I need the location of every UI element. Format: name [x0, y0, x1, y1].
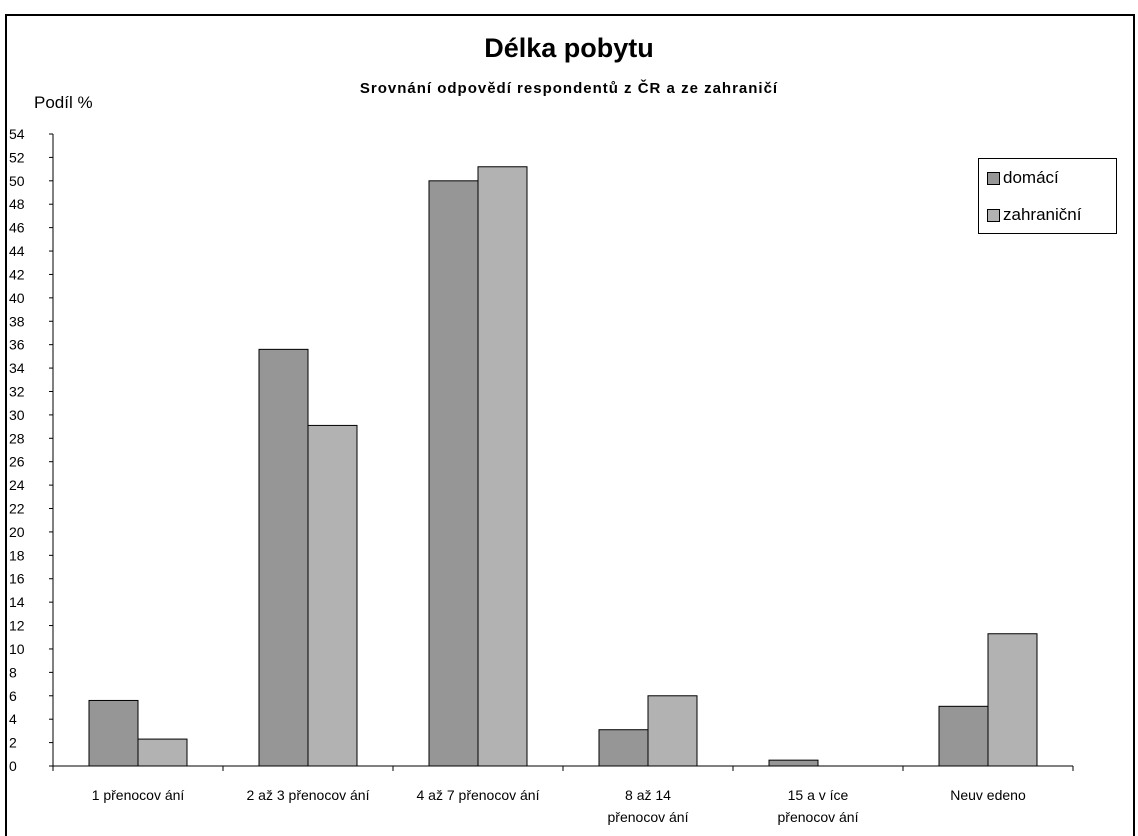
- bar-domaci: [258, 348, 309, 767]
- y-tick-label: 2: [9, 735, 17, 751]
- y-tick-label: 40: [9, 290, 25, 306]
- x-tick-label: 15 a v íce: [788, 787, 849, 803]
- y-tick-label: 6: [9, 688, 17, 704]
- bar-zahranicni: [477, 166, 528, 767]
- y-axis-label: Podíl %: [34, 93, 93, 112]
- y-tick-label: 4: [9, 711, 17, 727]
- y-tick-label: 36: [9, 337, 25, 353]
- y-tick-label: 32: [9, 383, 25, 399]
- y-tick-label: 24: [9, 477, 25, 493]
- bar-zahranicni: [647, 695, 698, 767]
- x-tick-label: 8 až 14: [625, 787, 671, 803]
- y-tick-label: 28: [9, 430, 25, 446]
- chart-legend: domácí zahraniční: [978, 158, 1117, 234]
- chart-title: Délka pobytu: [484, 33, 654, 63]
- legend-label-domaci: domácí: [1003, 168, 1059, 187]
- legend-item-domaci: domácí: [987, 167, 1059, 189]
- bar-domaci: [598, 729, 649, 767]
- y-tick-label: 30: [9, 407, 25, 423]
- y-tick-label: 12: [9, 618, 25, 634]
- x-tick-label: 2 až 3 přenocov ání: [247, 787, 370, 803]
- bar-zahranicni: [987, 633, 1038, 767]
- y-tick-label: 44: [9, 243, 25, 259]
- y-tick-label: 52: [9, 149, 25, 165]
- bar-zahranicni: [307, 424, 358, 767]
- y-tick-label: 14: [9, 594, 25, 610]
- bar-domaci: [88, 699, 139, 767]
- chart-subtitle: Srovnání odpovědí respondentů z ČR a ze …: [359, 80, 779, 97]
- x-tick-label: 4 až 7 přenocov ání: [417, 787, 540, 803]
- bar-domaci: [938, 705, 989, 767]
- bar-domaci: [428, 180, 479, 767]
- y-tick-label: 50: [9, 173, 25, 189]
- x-tick-label: 1 přenocov ání: [92, 787, 185, 803]
- x-tick-label: přenocov ání: [778, 809, 859, 825]
- y-tick-label: 38: [9, 313, 25, 329]
- y-tick-label: 48: [9, 196, 25, 212]
- y-tick-label: 10: [9, 641, 25, 657]
- y-tick-label: 0: [9, 758, 17, 774]
- y-tick-label: 26: [9, 454, 25, 470]
- y-tick-label: 16: [9, 571, 25, 587]
- y-tick-label: 20: [9, 524, 25, 540]
- legend-item-zahranicni: zahraniční: [987, 204, 1081, 226]
- y-tick-label: 34: [9, 360, 25, 376]
- y-tick-label: 22: [9, 501, 25, 517]
- y-tick-label: 18: [9, 547, 25, 563]
- y-tick-label: 42: [9, 266, 25, 282]
- legend-label-zahranicni: zahraniční: [1003, 205, 1082, 224]
- y-tick-label: 54: [9, 126, 25, 142]
- chart-frame: [5, 14, 1135, 836]
- x-tick-label: přenocov ání: [608, 809, 689, 825]
- bar-domaci: [768, 759, 819, 767]
- legend-swatch-domaci: [987, 171, 1000, 185]
- legend-swatch-zahranicni: [987, 208, 1000, 222]
- bar-zahranicni: [137, 738, 188, 767]
- y-tick-label: 46: [9, 220, 25, 236]
- y-tick-label: 8: [9, 664, 17, 680]
- x-tick-label: Neuv edeno: [950, 787, 1026, 803]
